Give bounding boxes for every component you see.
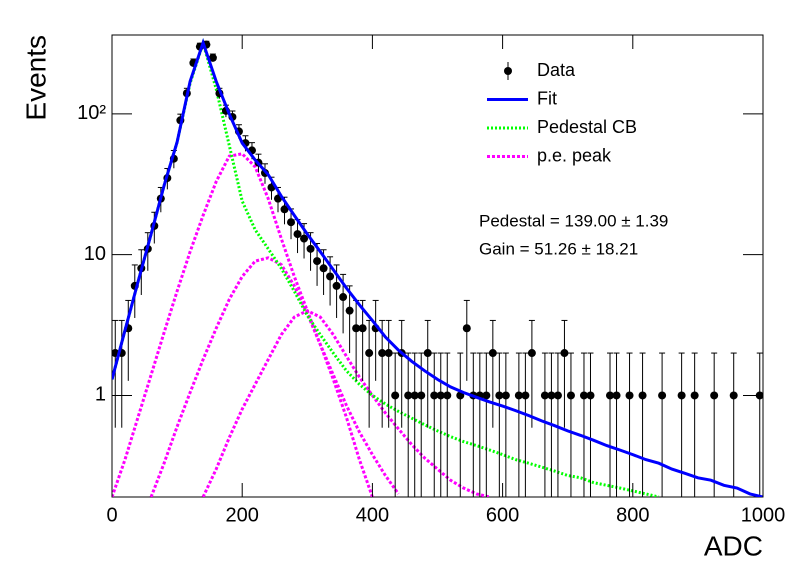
data-point bbox=[287, 218, 296, 227]
data-point bbox=[638, 391, 647, 400]
plot-frame bbox=[111, 34, 764, 498]
data-point bbox=[208, 53, 217, 62]
data-point bbox=[339, 293, 348, 302]
data-point bbox=[527, 349, 536, 358]
y-tick-label: 10² bbox=[77, 102, 106, 124]
data-point bbox=[417, 391, 426, 400]
data-point bbox=[729, 391, 738, 400]
data-point bbox=[430, 391, 439, 400]
legend-marker bbox=[504, 67, 512, 75]
data-point bbox=[300, 234, 309, 243]
annotation: Gain = 51.26 ± 18.21 bbox=[479, 239, 638, 258]
data-point bbox=[365, 349, 374, 358]
legend-label: Fit bbox=[537, 88, 557, 108]
data-point bbox=[625, 391, 634, 400]
data-point bbox=[280, 205, 289, 214]
x-tick-label: 800 bbox=[616, 504, 649, 526]
plot-area bbox=[112, 37, 763, 497]
data-point bbox=[553, 391, 562, 400]
data-point bbox=[443, 391, 452, 400]
data-point bbox=[410, 391, 419, 400]
data-point bbox=[384, 349, 393, 358]
data-point bbox=[293, 230, 302, 239]
y-tick-label: 1 bbox=[95, 384, 106, 406]
data-point bbox=[547, 391, 556, 400]
data-point bbox=[482, 391, 491, 400]
data-point bbox=[488, 349, 497, 358]
legend-label: Data bbox=[537, 60, 576, 80]
data-point bbox=[677, 391, 686, 400]
annotation: Pedestal = 139.00 ± 1.39 bbox=[479, 211, 668, 230]
data-point bbox=[540, 391, 549, 400]
fit-curve bbox=[112, 38, 763, 497]
data-point bbox=[606, 391, 615, 400]
legend-label: p.e. peak bbox=[537, 145, 612, 165]
data-point bbox=[404, 391, 413, 400]
data-point bbox=[332, 281, 341, 290]
data-point bbox=[658, 391, 667, 400]
pe-peak-curve bbox=[149, 256, 400, 497]
data-point bbox=[423, 349, 432, 358]
x-tick-label: 200 bbox=[226, 504, 259, 526]
data-point bbox=[358, 324, 367, 333]
data-point bbox=[436, 391, 445, 400]
data-point bbox=[352, 324, 361, 333]
data-point bbox=[560, 349, 569, 358]
data-point bbox=[326, 272, 335, 281]
data-point bbox=[566, 391, 575, 400]
data-point bbox=[313, 257, 322, 266]
y-axis-label: Events bbox=[20, 35, 51, 121]
legend-label: Pedestal CB bbox=[537, 117, 637, 137]
data-point bbox=[391, 391, 400, 400]
x-tick-label: 0 bbox=[106, 504, 117, 526]
data-point bbox=[612, 391, 621, 400]
data-point bbox=[579, 391, 588, 400]
pe-peak-curve bbox=[112, 152, 374, 497]
pedestal-curve bbox=[112, 37, 660, 497]
data-point bbox=[462, 324, 471, 333]
data-point bbox=[586, 391, 595, 400]
data-point bbox=[690, 391, 699, 400]
data-point bbox=[319, 264, 328, 273]
data-point bbox=[378, 349, 387, 358]
data-point bbox=[306, 244, 315, 253]
data-point bbox=[345, 306, 354, 315]
data-point bbox=[514, 391, 523, 400]
data-point bbox=[495, 391, 504, 400]
data-point bbox=[521, 391, 530, 400]
x-axis-label: ADC bbox=[704, 530, 763, 561]
data-point bbox=[710, 391, 719, 400]
data-point bbox=[501, 391, 510, 400]
x-tick-label: 1000 bbox=[741, 504, 786, 526]
x-tick-label: 400 bbox=[356, 504, 389, 526]
x-tick-label: 600 bbox=[486, 504, 519, 526]
y-tick-label: 10 bbox=[84, 243, 106, 265]
